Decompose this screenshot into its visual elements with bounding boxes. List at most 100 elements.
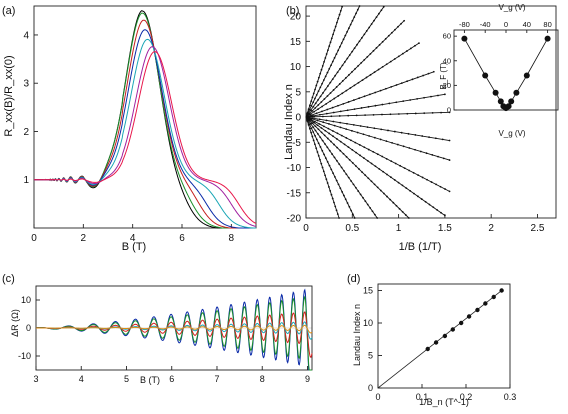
panel-d-ytick-label: 5 (368, 351, 373, 361)
panel-d-point (442, 333, 448, 339)
panel-b-ytick-label: 15 (290, 37, 302, 48)
panel-b-point (339, 126, 342, 129)
panel-b-point (368, 135, 371, 137)
panel-b-point (342, 152, 345, 155)
panel-b-point (351, 129, 353, 132)
panel-b-point (335, 138, 338, 140)
panel-b-point (337, 49, 340, 52)
panel-b-point (352, 183, 355, 186)
panel-b-point (325, 178, 328, 181)
panel-a-xtick-label: 6 (179, 233, 185, 244)
panel-b-point (386, 173, 388, 176)
panel-b-point (373, 136, 376, 139)
panel-b-fan-line (305, 116, 450, 161)
panel-d: (d) 0 0.1 0.2 0.3 0 5 10 15 1/B_n (T^-1) Landau… (347, 273, 516, 407)
panel-b-point (414, 148, 416, 151)
panel-b-point (414, 112, 417, 115)
panel-b-point (390, 31, 393, 34)
panel-b-point (389, 176, 392, 179)
panel-a-xtick-label: 4 (130, 233, 136, 244)
panel-b-point (312, 139, 315, 142)
panel-b-point (390, 160, 393, 163)
panel-b-point (348, 54, 351, 56)
panel-b-point (354, 141, 357, 144)
panel-b-point (397, 55, 400, 58)
panel-b-xtick-label: 1.5 (438, 223, 452, 234)
inset-point (544, 35, 551, 42)
panel-b-point (347, 114, 350, 117)
panel-b-point (381, 66, 384, 68)
panel-b-point (326, 182, 329, 184)
panel-b-point (316, 151, 319, 153)
panel-b-point (390, 85, 393, 88)
panel-c-series-line (36, 324, 313, 334)
panel-b-point (355, 151, 358, 154)
panel-c-ytick-label: 10 (21, 295, 31, 305)
panel-b-point (319, 136, 322, 139)
panel-b-point (338, 13, 341, 16)
panel-b-fan-line (305, 116, 450, 141)
inset-xtick-label: 0 (504, 20, 508, 29)
panel-b-point (340, 134, 343, 137)
panel-b-point (432, 70, 435, 73)
panel-b-point (359, 125, 362, 127)
panel-b-point (399, 164, 402, 167)
panel-b-point (400, 82, 403, 84)
panel-b-point (356, 8, 359, 11)
panel-b-point (314, 129, 317, 132)
panel-b-point (322, 92, 324, 94)
panel-b-point (331, 197, 334, 200)
panel-b-point (343, 61, 346, 63)
panel-d-ytick-label: 10 (363, 318, 373, 328)
panel-b-point (339, 67, 341, 70)
panel-b-point (321, 115, 324, 118)
panel-b-point (396, 143, 399, 146)
panel-d-fit-line (377, 289, 503, 389)
panel-b-point (321, 110, 323, 113)
panel-b-point (336, 71, 339, 74)
panel-b-point (353, 108, 356, 110)
panel-b-point (341, 5, 344, 8)
panel-b-point (444, 188, 446, 190)
panel-b-point (341, 190, 343, 193)
panel-d-label: (d) (347, 273, 360, 285)
panel-b-point (353, 16, 356, 19)
inset-xlabel-top: V_g (V) (498, 3, 525, 12)
panel-b-point (373, 213, 376, 216)
panel-b-point (324, 57, 327, 59)
panel-b-xtick-label: 2 (488, 223, 494, 234)
panel-b-point (326, 161, 329, 163)
panel-b-point (345, 155, 348, 158)
panel-b-point (388, 102, 391, 105)
panel-b-point (320, 101, 323, 103)
panel-d-xtick-label: 0.1 (416, 392, 429, 402)
panel-b-point (368, 26, 371, 29)
panel-d-point (433, 340, 439, 345)
panel-b-xtick-label: 2.5 (531, 223, 545, 234)
inset-xtick-label: 80 (543, 20, 551, 29)
panel-c-xtick-label: 5 (124, 374, 129, 384)
inset-point (523, 72, 530, 79)
panel-b-point (317, 128, 320, 131)
panel-b-point (413, 192, 415, 195)
panel-b-point (346, 202, 349, 204)
panel-b-point (323, 125, 325, 128)
panel-b-point (332, 33, 334, 36)
panel-b-point (310, 100, 313, 103)
panel-b-point (329, 100, 332, 103)
panel-b-point (327, 127, 330, 130)
panel-b-point (347, 176, 350, 179)
panel-b-point (346, 31, 348, 33)
panel-b-point (348, 74, 350, 76)
panel-b-point (346, 57, 349, 60)
panel-b-point (345, 89, 348, 92)
panel-b-point (365, 76, 368, 79)
panel-b-point (370, 23, 373, 25)
panel-b-point (372, 49, 375, 52)
inset-ytick-label: 20 (443, 81, 451, 90)
panel-b-xlabel: 1/B (1/T) (399, 241, 442, 253)
panel-b-point (345, 173, 348, 176)
panel-b-point (414, 44, 416, 47)
panel-b-point (311, 96, 314, 99)
panel-b-point (395, 84, 398, 86)
